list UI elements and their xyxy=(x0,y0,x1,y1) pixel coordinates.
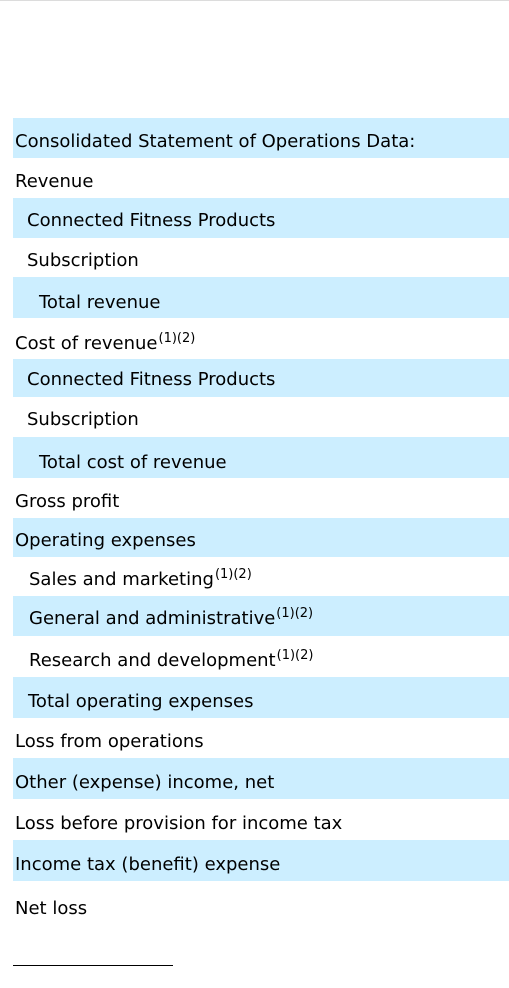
total-operating-expenses-label: Total operating expenses xyxy=(28,690,254,712)
gross-profit-label: Gross profit xyxy=(15,491,120,512)
sales-and-marketing-footnote: (1)(2) xyxy=(214,566,252,582)
footnote-divider xyxy=(13,965,173,966)
revenue-connected-fitness-label: Connected Fitness Products xyxy=(27,210,276,231)
table-row-gross-profit: Gross profit xyxy=(13,478,509,518)
income-tax-label: Income tax (benefit) expense xyxy=(15,853,281,875)
cost-connected-fitness-label: Connected Fitness Products xyxy=(27,369,276,390)
sales-and-marketing-text: Sales and marketing xyxy=(29,568,214,590)
table-row-total-cost-of-revenue: Total cost of revenue xyxy=(13,437,509,478)
table-row-sales-and-marketing: Sales and marketing(1)(2) xyxy=(13,557,509,596)
table-row-other-income-net: Other (expense) income, net xyxy=(13,758,509,799)
table-row-cost-subscription: Subscription xyxy=(13,397,509,437)
loss-before-tax-label: Loss before provision for income tax xyxy=(15,812,343,834)
section-heading: Consolidated Statement of Operations Dat… xyxy=(15,131,416,152)
total-revenue-label: Total revenue xyxy=(39,291,161,313)
revenue-label: Revenue xyxy=(15,171,94,192)
research-and-development-text: Research and development xyxy=(29,649,276,671)
revenue-subscription-label: Subscription xyxy=(27,249,139,271)
table-row-income-tax: Income tax (benefit) expense xyxy=(13,840,509,881)
total-cost-of-revenue-label: Total cost of revenue xyxy=(39,451,227,473)
table-row-section-heading: Consolidated Statement of Operations Dat… xyxy=(13,118,509,158)
loss-from-operations-label: Loss from operations xyxy=(15,731,204,752)
table-row-research-and-development: Research and development(1)(2) xyxy=(13,636,509,677)
table-row-general-and-administrative: General and administrative(1)(2) xyxy=(13,596,509,636)
table-row-loss-from-operations: Loss from operations xyxy=(13,718,509,758)
net-loss-label: Net loss xyxy=(15,898,88,919)
table-row-revenue-connected-fitness: Connected Fitness Products xyxy=(13,198,509,238)
cost-subscription-label: Subscription xyxy=(27,409,139,430)
table-row-revenue: Revenue xyxy=(13,158,509,198)
sales-and-marketing-label: Sales and marketing(1)(2) xyxy=(29,566,252,590)
general-and-administrative-footnote: (1)(2) xyxy=(276,606,314,621)
cost-of-revenue-label: Cost of revenue(1)(2) xyxy=(15,330,196,354)
table-row-loss-before-tax: Loss before provision for income tax xyxy=(13,799,509,840)
cost-of-revenue-footnote: (1)(2) xyxy=(158,330,196,346)
table-row-total-revenue: Total revenue xyxy=(13,277,509,318)
table-row-revenue-subscription: Subscription xyxy=(13,238,509,277)
table-row-cost-connected-fitness: Connected Fitness Products xyxy=(13,359,509,397)
cost-of-revenue-text: Cost of revenue xyxy=(15,332,158,354)
table-row-net-loss: Net loss xyxy=(13,881,509,927)
statement-of-operations-table: Consolidated Statement of Operations Dat… xyxy=(13,118,509,927)
table-row-total-operating-expenses: Total operating expenses xyxy=(13,677,509,718)
research-and-development-footnote: (1)(2) xyxy=(276,647,314,663)
general-and-administrative-text: General and administrative xyxy=(29,608,276,629)
table-row-operating-expenses: Operating expenses xyxy=(13,518,509,557)
general-and-administrative-label: General and administrative(1)(2) xyxy=(29,606,314,629)
top-divider xyxy=(0,0,509,1)
table-row-cost-of-revenue: Cost of revenue(1)(2) xyxy=(13,318,509,359)
research-and-development-label: Research and development(1)(2) xyxy=(29,647,314,671)
other-income-net-label: Other (expense) income, net xyxy=(15,771,275,793)
operating-expenses-label: Operating expenses xyxy=(15,529,196,551)
